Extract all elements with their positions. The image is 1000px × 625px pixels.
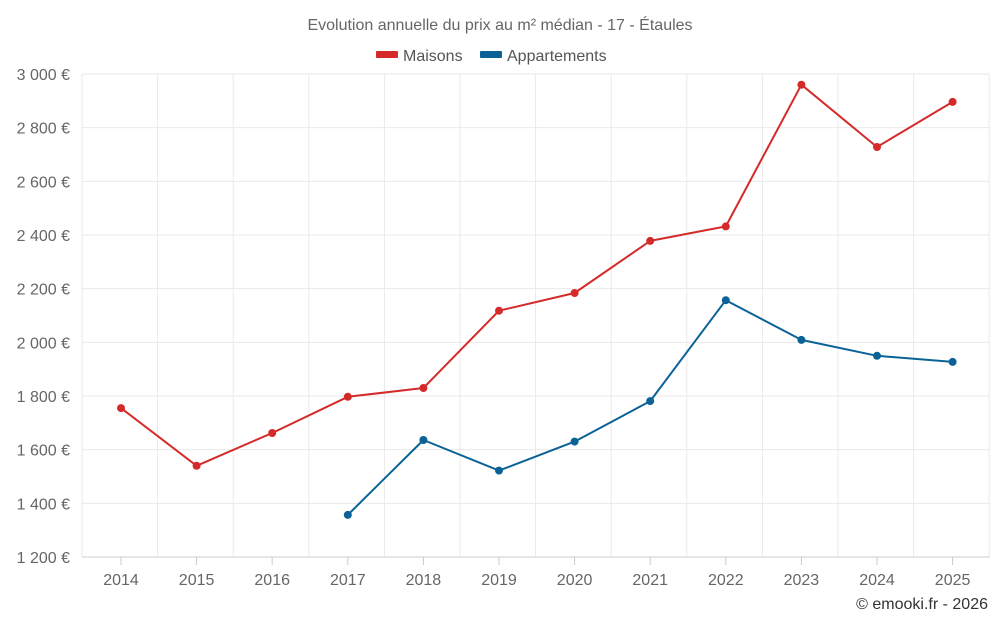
y-tick-label: 1 200 €	[17, 550, 70, 567]
data-point-maisons[interactable]	[419, 384, 428, 392]
data-point-appartements[interactable]	[570, 437, 579, 446]
y-tick-label: 2 200 €	[17, 282, 70, 299]
x-tick-label: 2014	[103, 572, 139, 589]
data-point-maisons[interactable]	[646, 236, 655, 245]
legend-item-maisons[interactable]: Maisons	[376, 48, 463, 65]
y-tick-label: 2 400 €	[17, 228, 70, 245]
series-maisons[interactable]	[117, 80, 957, 470]
legend-swatch-maisons	[376, 51, 398, 58]
data-point-appartements[interactable]	[873, 351, 881, 360]
legend-swatch-appartements	[480, 51, 502, 58]
series-appartements[interactable]	[343, 296, 957, 519]
data-point-maisons[interactable]	[495, 306, 503, 315]
x-tick-label: 2021	[632, 572, 668, 589]
x-tick-label: 2019	[481, 572, 517, 589]
y-tick-label: 3 000 €	[17, 67, 70, 84]
series	[117, 80, 957, 519]
legend: Maisons Appartements	[376, 48, 607, 65]
data-point-appartements[interactable]	[646, 397, 655, 406]
x-tick-label: 2016	[254, 572, 290, 589]
y-tick-label: 2 600 €	[17, 174, 70, 191]
data-point-maisons[interactable]	[948, 97, 957, 106]
y-tick-label: 2 800 €	[17, 121, 70, 138]
data-point-maisons[interactable]	[570, 289, 579, 297]
y-tick-label: 1 800 €	[17, 389, 70, 406]
x-tick-label: 2018	[406, 572, 442, 589]
legend-label-maisons: Maisons	[403, 48, 463, 65]
axes: 1 200 € 1 400 € 1 600 € 1 800 € 2 000 € 2 200…	[17, 67, 990, 589]
x-tick-label: 2017	[330, 572, 366, 589]
data-point-maisons[interactable]	[721, 222, 730, 231]
x-tick-label: 2024	[859, 572, 895, 589]
legend-item-appartements[interactable]: Appartements	[480, 48, 607, 65]
data-point-maisons[interactable]	[117, 404, 125, 413]
y-tick-label: 1 400 €	[17, 496, 70, 513]
data-point-appartements[interactable]	[419, 436, 428, 444]
data-point-appartements[interactable]	[721, 296, 730, 305]
x-tick-label: 2025	[935, 572, 971, 589]
chart-title: Evolution annuelle du prix au m² médian …	[307, 15, 692, 34]
data-point-maisons[interactable]	[873, 143, 881, 151]
x-tick-label: 2015	[179, 572, 215, 589]
series-line-appartements	[347, 299, 953, 516]
series-line-maisons	[120, 83, 954, 467]
data-point-appartements[interactable]	[343, 510, 352, 519]
legend-label-appartements: Appartements	[507, 48, 607, 65]
data-point-maisons[interactable]	[192, 461, 201, 470]
x-tick-label: 2022	[708, 572, 744, 589]
credit-text: © emooki.fr - 2026	[856, 596, 988, 613]
y-tick-label: 2 000 €	[17, 335, 70, 352]
data-point-appartements[interactable]	[495, 466, 503, 475]
data-point-appartements[interactable]	[948, 357, 957, 366]
x-tick-label: 2020	[557, 572, 593, 589]
grid	[81, 73, 990, 558]
data-point-maisons[interactable]	[797, 80, 806, 89]
data-point-appartements[interactable]	[797, 335, 806, 344]
y-tick-label: 1 600 €	[17, 443, 70, 460]
x-tick-label: 2023	[784, 572, 820, 589]
data-point-maisons[interactable]	[268, 429, 277, 437]
data-point-maisons[interactable]	[343, 392, 352, 401]
